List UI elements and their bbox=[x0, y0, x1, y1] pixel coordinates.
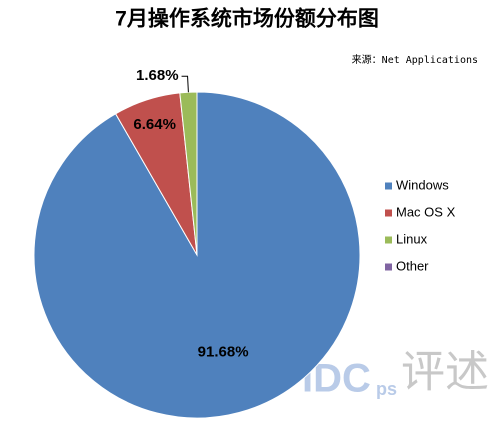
data-label: 1.68% bbox=[136, 67, 179, 84]
legend-label: Mac OS X bbox=[396, 204, 456, 219]
chart-title: 7月操作系统市场份额分布图 bbox=[115, 7, 379, 31]
legend-swatch bbox=[385, 263, 392, 271]
legend-swatch bbox=[385, 209, 392, 217]
legend-swatch bbox=[385, 182, 392, 190]
legend-label: Linux bbox=[396, 231, 428, 246]
chart-subtitle: 来源：Net Applications bbox=[352, 53, 478, 66]
leader-line bbox=[181, 75, 189, 93]
data-label: 6.64% bbox=[133, 116, 176, 133]
data-label: 91.68% bbox=[198, 344, 249, 361]
legend-label: Other bbox=[396, 258, 429, 273]
pie-slice bbox=[33, 91, 361, 419]
watermark: ps bbox=[376, 379, 397, 399]
legend-label: Windows bbox=[396, 177, 449, 192]
legend-swatch bbox=[385, 236, 392, 244]
watermark: 评述 bbox=[401, 347, 489, 398]
